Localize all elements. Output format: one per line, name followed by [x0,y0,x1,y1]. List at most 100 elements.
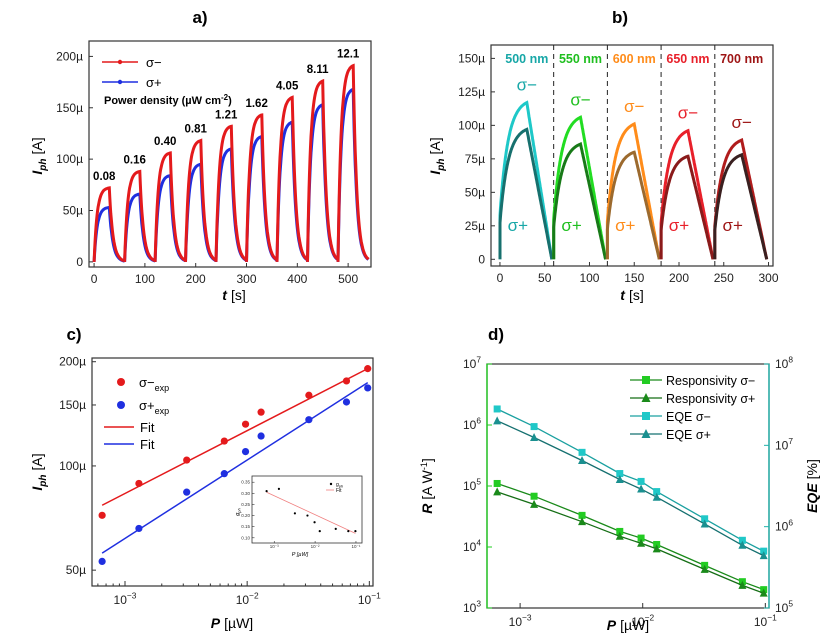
power-label: 0.40 [154,136,176,148]
sigma-plus-label: σ+ [723,216,743,235]
data-point-sigma-minus [183,456,191,464]
pulse-curve-sigma-plus [92,205,125,263]
panel-c-frame [91,357,374,587]
legend-label-sigma-plus-exp: σ+exp [139,398,169,416]
data-point [530,492,538,500]
data-point [652,544,661,553]
panel-d-y-axis-label: R[A W-1] [419,458,435,514]
data-point-sigma-minus [241,420,250,428]
inset-data-point [306,514,309,517]
legend-label-sigma-minus: σ− [146,55,162,70]
sigma-plus-label: σ+ [615,216,635,235]
panel-b-label: b) [612,8,628,27]
pulse-curve-sigma-minus [92,186,125,263]
data-point [578,517,587,526]
inset-x-tick-label: 10⁻¹ [352,544,361,549]
data-point [578,511,586,519]
power-label: 1.21 [215,109,238,121]
y2-tick-label: 106 [775,517,793,533]
sigma-minus-label: σ− [570,90,590,109]
data-point-sigma-minus [342,377,351,385]
data-point [530,432,539,441]
inset-frame [251,475,363,544]
panel-c-inset: 10⁻³ 10⁻² 10⁻¹ 0.35 0.30 0.25 0.20 0.15 0.10 gph… [235,475,363,558]
curve-sigma-minus [498,100,554,260]
y2-tick-label: 108 [775,355,793,371]
data-point-sigma-plus [183,488,191,496]
panel-a-x-axis-label: t [s] [222,287,245,303]
panel-a-label: a) [192,8,207,27]
inset-fit-line [266,491,356,534]
wavelength-label: 650 nm [666,52,709,66]
legend-marker-sigma-plus-exp [117,401,125,409]
data-point-sigma-plus [98,557,106,565]
pulse-curve-sigma-minus [214,124,248,262]
data-point [637,477,645,485]
data-point [738,540,747,549]
sigma-minus-label: σ− [678,104,698,123]
inset-data-point [277,487,281,490]
data-point-sigma-plus [305,416,313,424]
data-point [578,456,587,465]
y-tick-label: 100µ [458,118,485,132]
legend-power-density-note: Power density (µW cm-2) [104,93,232,107]
inset-y-tick-label: 0.35 [241,480,250,485]
panel-b: b) 0 50 100 150 200 250 300 0 25µ 50µ 75µ 100µ 125µ 1… [427,8,779,303]
power-label: 12.1 [337,49,360,61]
panel-b-y-axis-label: Iph[A] [427,137,447,174]
y-tick-label: 50µ [63,204,83,218]
panel-d-legend: Responsivity σ− Responsivity σ+ EQE σ− E… [630,374,755,442]
data-point [760,547,768,555]
inset-y-tick-label: 0.10 [241,535,250,540]
curve-sigma-minus [713,138,769,260]
wavelength-label: 550 nm [559,52,602,66]
panel-a-legend: σ− σ+ Power density (µW cm-2) [102,55,232,107]
x-tick-label: 250 [714,271,734,285]
legend-label-fit-red: Fit [140,420,155,435]
wavelength-label: 700 nm [720,52,763,66]
x-tick-label: 150 [624,271,644,285]
pulse-curve-sigma-minus [184,138,217,262]
inset-data-point [293,512,296,515]
data-point-sigma-minus [305,391,313,399]
x-tick-label: 300 [759,271,779,285]
pulse-curve-sigma-minus [245,113,278,262]
curve-sigma-plus [713,152,769,260]
inset-data-point [354,530,357,533]
data-point [738,536,746,544]
y-tick-label: 100µ [56,152,83,166]
x-tick-label: 300 [236,272,256,286]
sigma-minus-label: σ− [517,76,537,95]
pulse-curve-sigma-minus [336,63,370,262]
inset-data-point [347,530,350,533]
inset-x-axis-label: P [µW] [292,552,309,558]
data-point [615,531,624,540]
data-point [653,488,661,496]
x-tick-label: 10−2 [236,591,259,607]
x-tick-label: 50 [538,271,552,285]
curve-sigma-minus [659,128,715,260]
pulse-curve-sigma-minus [153,151,187,262]
inset-data-point [265,490,268,493]
inset-y-tick-label: 0.30 [241,491,250,496]
data-point [700,564,709,573]
sigma-minus-label: σ− [731,113,751,132]
data-point [759,551,768,560]
panel-d-y2-axis-label: EQE[%] [804,459,820,513]
x-tick-label: 10−3 [114,591,137,607]
sigma-plus-label: σ+ [508,216,528,235]
curve-sigma-plus [498,127,554,260]
data-point-sigma-minus [98,511,106,519]
y-tick-label: 125µ [458,85,485,99]
inset-data-point [318,530,321,533]
sigma-plus-label: σ+ [561,216,581,235]
data-point [616,527,624,535]
x-tick-label: 200 [669,271,689,285]
panel-a-y-axis-label: Iph[A] [29,137,49,174]
power-label: 4.05 [276,81,299,93]
panel-d-label: d) [488,325,504,344]
curve-sigma-plus [605,150,661,260]
x-tick-label: 0 [91,272,98,286]
legend-marker-sigma-plus [117,79,123,85]
